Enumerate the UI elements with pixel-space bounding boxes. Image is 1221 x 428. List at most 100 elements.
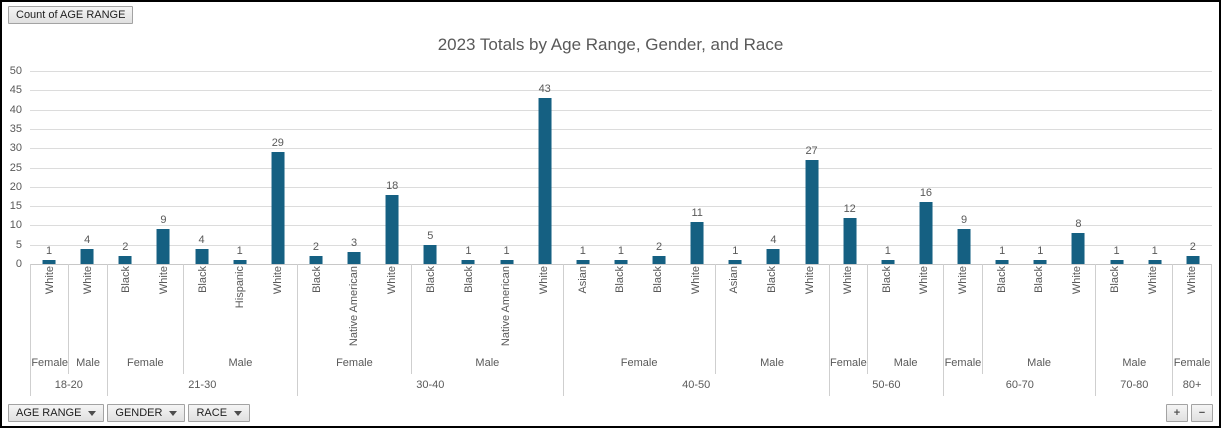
bar[interactable] bbox=[614, 260, 628, 264]
race-axis-label: Black bbox=[880, 266, 893, 293]
race-axis-label: Black bbox=[424, 266, 437, 293]
collapse-field-button[interactable]: − bbox=[1191, 404, 1213, 422]
bar[interactable] bbox=[881, 260, 895, 264]
bar[interactable] bbox=[766, 249, 780, 264]
bar[interactable] bbox=[309, 256, 323, 264]
race-axis-label: Black bbox=[614, 266, 627, 293]
gender-group: Black Black Native American White Male bbox=[410, 264, 563, 374]
bar-value-label: 9 bbox=[961, 214, 968, 226]
bar[interactable] bbox=[805, 160, 819, 264]
bar[interactable] bbox=[690, 222, 704, 264]
bar-slot: 2 bbox=[106, 71, 144, 264]
bar[interactable] bbox=[919, 202, 933, 264]
race-label-slot: Black bbox=[298, 264, 336, 352]
age-range-field-button[interactable]: AGE RANGE bbox=[8, 404, 105, 422]
race-label-slot: Black bbox=[868, 264, 906, 352]
bar[interactable] bbox=[80, 249, 94, 264]
bar[interactable] bbox=[42, 260, 56, 264]
gridline bbox=[30, 187, 1212, 188]
race-axis-label: Asian bbox=[728, 266, 741, 294]
bar[interactable] bbox=[576, 260, 590, 264]
bar[interactable] bbox=[995, 260, 1009, 264]
value-field-label: Count of AGE RANGE bbox=[16, 9, 126, 21]
race-label-slot: Hispanic bbox=[222, 264, 260, 352]
bar-value-label: 1 bbox=[617, 245, 624, 257]
race-label-band: Black White bbox=[1096, 264, 1172, 352]
bar[interactable] bbox=[271, 152, 285, 264]
bar-value-label: 1 bbox=[1037, 245, 1044, 257]
bar-value-label: 1 bbox=[46, 245, 53, 257]
race-label-slot: White bbox=[1058, 264, 1096, 352]
bar[interactable] bbox=[728, 260, 742, 264]
bar-slot: 4 bbox=[754, 71, 792, 264]
bar[interactable] bbox=[461, 260, 475, 264]
bar-slot: 2 bbox=[1174, 71, 1212, 264]
race-label-slot: Black bbox=[1096, 264, 1134, 352]
race-label-band: Black White bbox=[108, 264, 183, 352]
bar-slot: 1 bbox=[488, 71, 526, 264]
gender-axis-label: Male bbox=[228, 357, 253, 369]
race-label-band: White bbox=[1173, 264, 1211, 352]
race-axis-label: Hispanic bbox=[234, 266, 247, 309]
gender-axis-label: Male bbox=[1027, 357, 1052, 369]
bar[interactable] bbox=[1033, 260, 1047, 264]
race-label-slot: Black bbox=[184, 264, 222, 352]
race-field-button[interactable]: RACE bbox=[188, 404, 251, 422]
bar[interactable] bbox=[233, 260, 247, 264]
gridline bbox=[30, 264, 1212, 265]
bar[interactable] bbox=[1110, 260, 1124, 264]
bar-slot: 1 bbox=[716, 71, 754, 264]
y-axis-tick-label: 15 bbox=[9, 200, 22, 212]
bar-slot: 2 bbox=[640, 71, 678, 264]
bar-value-label: 1 bbox=[1113, 245, 1120, 257]
value-field-button[interactable]: Count of AGE RANGE bbox=[8, 6, 134, 24]
y-axis-tick-label: 50 bbox=[9, 65, 22, 77]
bar[interactable] bbox=[423, 245, 437, 264]
bar[interactable] bbox=[843, 218, 857, 264]
y-axis-tick-label: 30 bbox=[9, 142, 22, 154]
bar[interactable] bbox=[1071, 233, 1085, 264]
race-axis-label: White bbox=[82, 266, 95, 295]
bar[interactable] bbox=[1148, 260, 1162, 264]
gridline bbox=[30, 225, 1212, 226]
bar-slot: 16 bbox=[907, 71, 945, 264]
bar[interactable] bbox=[652, 256, 666, 264]
bar-value-label: 29 bbox=[271, 137, 284, 149]
age-group: White Female White Male 18-20 bbox=[30, 264, 108, 396]
bar-value-label: 2 bbox=[656, 241, 663, 253]
bar[interactable] bbox=[156, 229, 170, 264]
gender-group: White Female bbox=[31, 264, 68, 374]
race-label-slot: White bbox=[31, 264, 68, 352]
race-label-band: Black Native American White bbox=[298, 264, 411, 352]
plot-area: 1 4 2 9 4 1 29 2 3 18 5 1 1 43 1 1 2 11 1 4 27 12 1 16 9 1 1 8 1 1 2 W… bbox=[30, 71, 1212, 396]
race-label-slot: Black bbox=[601, 264, 639, 352]
race-label-slot: Native American bbox=[487, 264, 525, 352]
bar-value-label: 1 bbox=[884, 245, 891, 257]
gender-axis-label: Male bbox=[76, 357, 100, 369]
gender-field-button[interactable]: GENDER bbox=[107, 404, 186, 422]
grid-layer bbox=[30, 71, 1212, 265]
gridline bbox=[30, 168, 1212, 169]
bar[interactable] bbox=[500, 260, 514, 264]
bar[interactable] bbox=[195, 249, 209, 264]
gender-groups: Black White Female Black Hispanic White Male bbox=[108, 264, 297, 374]
chart-title[interactable]: 2023 Totals by Age Range, Gender, and Ra… bbox=[437, 35, 784, 54]
bar[interactable] bbox=[1186, 256, 1200, 264]
bar[interactable] bbox=[957, 229, 971, 264]
bar-value-label: 2 bbox=[312, 241, 319, 253]
gender-groups: Asian Black Black White Female Asian Black Whit… bbox=[564, 264, 829, 374]
expand-field-button[interactable]: + bbox=[1166, 404, 1188, 422]
race-label-band: Black Hispanic White bbox=[184, 264, 297, 352]
gender-groups: Black White Male bbox=[1096, 264, 1172, 374]
race-axis-label: White bbox=[1186, 266, 1199, 295]
bar[interactable] bbox=[385, 195, 399, 264]
bar[interactable] bbox=[347, 252, 361, 264]
bar[interactable] bbox=[538, 98, 552, 264]
gender-axis-label: Female bbox=[31, 357, 69, 369]
race-label-slot: White bbox=[791, 264, 829, 352]
bar[interactable] bbox=[118, 256, 132, 264]
race-axis-label: White bbox=[803, 266, 816, 295]
bar-slot: 5 bbox=[411, 71, 449, 264]
y-axis-tick-label: 5 bbox=[15, 239, 22, 251]
